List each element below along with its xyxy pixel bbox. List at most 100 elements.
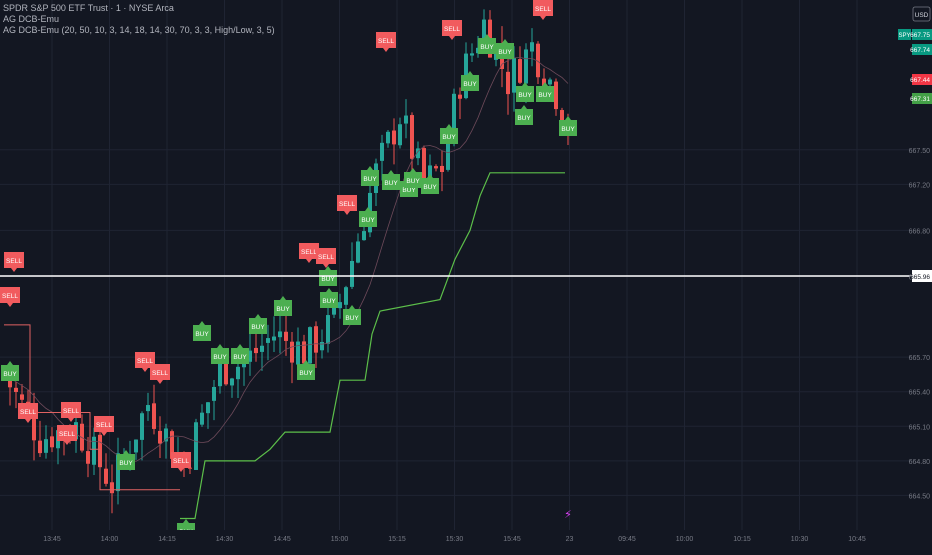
buy-marker-shape — [440, 124, 458, 144]
price-tag-value: 667.44 — [910, 77, 930, 84]
time-tick-label: 09:45 — [618, 536, 636, 543]
price-tick-label: 667.20 — [909, 182, 931, 189]
currency-box — [912, 6, 931, 22]
candle-body — [344, 287, 348, 305]
candle-body — [248, 350, 252, 362]
time-axis[interactable]: 13:45 14:00 14:15 14:30 14:45 15:00 15:15 15:30… — [0, 509, 932, 550]
buy-marker-shape — [320, 288, 338, 308]
candle-body — [320, 341, 324, 351]
buy-marker-shape — [193, 321, 211, 341]
candle-body — [332, 306, 336, 315]
time-tick-label: 15:30 — [446, 536, 464, 543]
buy-signal-label: BUY — [195, 331, 209, 338]
buy-marker-shape — [274, 296, 292, 316]
buy-marker-shape — [297, 360, 315, 380]
sell-marker-shape — [18, 403, 38, 423]
sell-signal-marker: SELL — [316, 248, 336, 268]
candle-body — [440, 165, 444, 172]
buy-signal-label: BUY — [423, 184, 437, 191]
time-tick-label: 10:00 — [676, 536, 694, 543]
candle-body — [188, 467, 192, 469]
candle-body — [212, 386, 216, 401]
candle-body — [50, 436, 54, 448]
price-tag-box — [912, 74, 932, 85]
candle-body — [158, 430, 162, 444]
buy-signal-marker: BUY — [359, 207, 377, 227]
time-tick-label: 13:45 — [43, 536, 61, 543]
buy-signal-marker: BUY — [249, 314, 267, 334]
time-tick-label: 15:00 — [331, 536, 349, 543]
buy-signal-label: BUY — [384, 180, 398, 187]
buy-signal-marker: BUY — [421, 174, 439, 194]
candle-body — [326, 315, 330, 344]
buy-marker-shape — [404, 168, 422, 188]
buy-marker-shape — [536, 82, 554, 102]
buy-marker-shape — [117, 450, 135, 470]
candle-body — [152, 403, 156, 429]
buy-signal-label: BUY — [3, 371, 17, 378]
time-tick-label: 23 — [566, 536, 574, 543]
price-tick-label: 665.40 — [909, 390, 931, 397]
candle-body — [284, 331, 288, 341]
candle-body — [92, 436, 96, 465]
buy-marker-shape — [496, 39, 514, 59]
candle-body — [314, 326, 318, 353]
buy-marker-shape — [343, 305, 361, 325]
sell-marker-shape — [61, 402, 81, 422]
candle-body — [140, 413, 144, 440]
currency-label: USD — [915, 12, 929, 19]
price-tick-label: 665.10 — [909, 424, 931, 431]
candle-body — [530, 42, 534, 52]
buy-signal-label: BUY — [406, 178, 420, 185]
candle-body — [356, 241, 360, 263]
sell-marker-shape — [171, 452, 191, 472]
price-axis[interactable]: 664.50664.80665.10665.40665.70666.40666.… — [898, 0, 932, 550]
candle-body — [206, 402, 210, 414]
buy-signal-label: BUY — [251, 324, 265, 331]
time-tick-label: 10:30 — [791, 536, 809, 543]
candle-body — [386, 131, 390, 144]
buy-signal-marker: BUY — [496, 39, 514, 59]
candle-body — [506, 71, 510, 95]
price-tag-value: 667.74 — [910, 47, 930, 54]
symbol-title[interactable]: SPDR S&P 500 ETF Trust · 1 · NYSE Arca — [3, 3, 174, 13]
candle-body — [350, 261, 354, 287]
price-tag: 667.74 — [910, 44, 932, 55]
sell-signal-label: SELL — [63, 408, 79, 415]
sell-marker-shape — [533, 0, 553, 20]
sell-signal-marker: SELL — [442, 20, 462, 40]
buy-signal-marker: BUY — [117, 450, 135, 470]
candle-body — [410, 115, 414, 159]
time-tick-label: 14:30 — [216, 536, 234, 543]
sell-signal-label: SELL — [301, 249, 317, 256]
sell-signal-marker: SELL — [18, 403, 38, 423]
candle-body — [428, 165, 432, 181]
buy-marker-shape — [211, 344, 229, 364]
price-tick-label: 667.50 — [909, 148, 931, 155]
buy-signal-label: BUY — [276, 306, 290, 313]
candle-body — [404, 115, 408, 124]
price-tag: 667.44 — [910, 74, 932, 85]
price-tick-label: 664.80 — [909, 459, 931, 466]
price-tick-label: 664.50 — [909, 493, 931, 500]
candle-body — [548, 79, 552, 85]
sell-marker-shape — [57, 425, 77, 445]
buy-signal-label: BUY — [322, 298, 336, 305]
buy-signal-marker: BUY — [320, 288, 338, 308]
buy-signal-marker: BUY — [193, 321, 211, 341]
candle-body — [560, 110, 564, 126]
buy-signal-marker: BUY — [1, 361, 19, 381]
candle-body — [536, 43, 540, 78]
indicator-title[interactable]: AG DCB-Emu — [3, 14, 60, 24]
candle-body — [32, 412, 36, 441]
indicator-lines — [3, 56, 569, 520]
price-tag: 667.31 — [910, 93, 932, 104]
indicator-params[interactable]: AG DCB-Emu (20, 50, 10, 3, 14, 18, 14, 3… — [3, 25, 275, 35]
buy-signal-label: BUY — [498, 49, 512, 56]
sell-signal-label: SELL — [20, 409, 36, 416]
signal-markers: BUY BUY BUY BUY BUY BUY BUY BUY BUY BUY BUY BUY BUY B… — [0, 0, 577, 539]
sell-signal-label: SELL — [318, 254, 334, 261]
sell-signal-marker: SELL — [150, 364, 170, 384]
